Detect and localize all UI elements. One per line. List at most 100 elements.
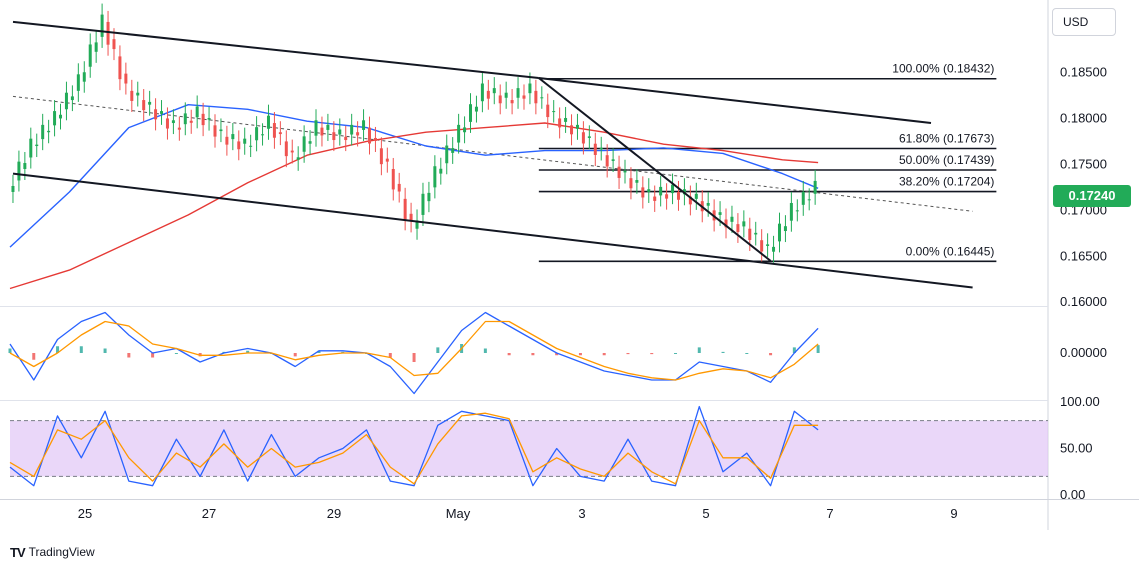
candle-body: [41, 124, 45, 140]
candle-body: [623, 170, 627, 173]
candle-body: [308, 141, 312, 144]
last-price-label: 0.17240: [1053, 185, 1131, 207]
macd-histogram-bar: [56, 346, 60, 353]
candle-body: [17, 161, 21, 181]
candle-body: [795, 210, 799, 212]
candle-body: [564, 117, 568, 122]
stoch-tick-label: 100.00: [1060, 394, 1100, 409]
fib-level-label: 50.00% (0.17439): [899, 153, 994, 167]
candle-body: [742, 221, 746, 227]
candle-body: [676, 191, 680, 200]
candle-body: [653, 196, 657, 201]
candle-body: [457, 124, 461, 143]
candle-body: [47, 130, 51, 133]
tradingview-logo-icon: TV: [10, 544, 26, 560]
candle-body: [522, 95, 526, 99]
candle-body: [629, 178, 633, 189]
candle-body: [558, 118, 562, 128]
candle-body: [362, 120, 366, 130]
macd-histogram-bar: [127, 353, 131, 358]
macd-histogram-bar: [792, 347, 796, 353]
time-tick-label: 7: [826, 506, 833, 521]
macd-histogram-bar: [507, 353, 511, 356]
candle-body: [296, 157, 300, 160]
candle-body: [219, 129, 223, 132]
time-tick-label: 9: [950, 506, 957, 521]
brand[interactable]: TV TradingView: [10, 542, 95, 562]
macd-histogram-bar: [388, 353, 392, 358]
ma-fast-line: [9, 103, 819, 248]
time-tick-label: 3: [578, 506, 585, 521]
macd-histogram-bar: [32, 353, 36, 360]
candle-body: [605, 155, 609, 167]
macd-tick-label: 0.00000: [1060, 345, 1107, 360]
fib-level-label: 0.00% (0.16445): [906, 244, 995, 258]
macd-histogram-bar: [79, 346, 83, 353]
macd-histogram-bar: [816, 345, 820, 353]
candle-body: [748, 228, 752, 240]
candle-body: [736, 224, 740, 232]
macd-histogram-bar: [721, 351, 725, 353]
candle-body: [445, 145, 449, 164]
candle-body: [165, 118, 169, 129]
candle-body: [160, 111, 164, 114]
candle-body: [439, 168, 443, 174]
candle-body: [474, 106, 478, 112]
candle-body: [593, 143, 597, 155]
stoch-band: [10, 420, 1048, 477]
candle-body: [706, 202, 710, 206]
candle-body: [694, 193, 698, 199]
signal-line: [9, 320, 819, 381]
candle-body: [106, 21, 110, 45]
candle-body: [641, 187, 645, 198]
candle-body: [427, 192, 431, 202]
time-tick-label: May: [446, 506, 471, 521]
candle-body: [635, 180, 639, 183]
candle-body: [403, 198, 407, 220]
candle-body: [201, 113, 205, 126]
candle-body: [290, 150, 294, 153]
candle-body: [213, 125, 217, 137]
candle-body: [154, 109, 158, 120]
candle-body: [587, 136, 591, 138]
candle-body: [807, 199, 811, 201]
candle-body: [480, 83, 484, 102]
candle-body: [100, 14, 104, 37]
fib-level-label: 100.00% (0.18432): [892, 62, 994, 76]
stoch-d-line: [9, 412, 819, 485]
candle-body: [284, 141, 288, 157]
candle-body: [112, 39, 116, 50]
candle-body: [451, 148, 455, 153]
candle-body: [124, 73, 128, 84]
stoch-tick-label: 0.00: [1060, 487, 1085, 502]
candle-body: [142, 100, 146, 111]
candle-body: [94, 42, 98, 52]
candle-body: [575, 124, 579, 129]
currency-selector[interactable]: USD: [1052, 8, 1116, 36]
macd-histogram-bar: [174, 353, 178, 354]
candle-body: [813, 180, 817, 194]
candle-body: [338, 129, 342, 135]
candle-body: [647, 189, 651, 192]
candle-body: [243, 138, 247, 144]
candle-body: [261, 134, 265, 136]
candle-body: [570, 125, 574, 135]
candle-body: [415, 220, 419, 229]
candle-body: [266, 115, 270, 129]
macd-histogram-bar: [602, 353, 606, 356]
candle-body: [611, 159, 615, 161]
candle-body: [189, 120, 193, 123]
candle-body: [350, 124, 354, 135]
candle-body: [659, 186, 663, 196]
candle-body: [302, 136, 306, 152]
candle-body: [777, 223, 781, 242]
macd-histogram-bar: [151, 353, 155, 358]
candle-body: [528, 83, 532, 94]
candle-body: [504, 92, 508, 98]
candle-body: [76, 74, 80, 91]
candle-body: [534, 90, 538, 104]
macd-histogram-bar: [531, 353, 535, 356]
price-tick-label: 0.18000: [1060, 110, 1107, 125]
